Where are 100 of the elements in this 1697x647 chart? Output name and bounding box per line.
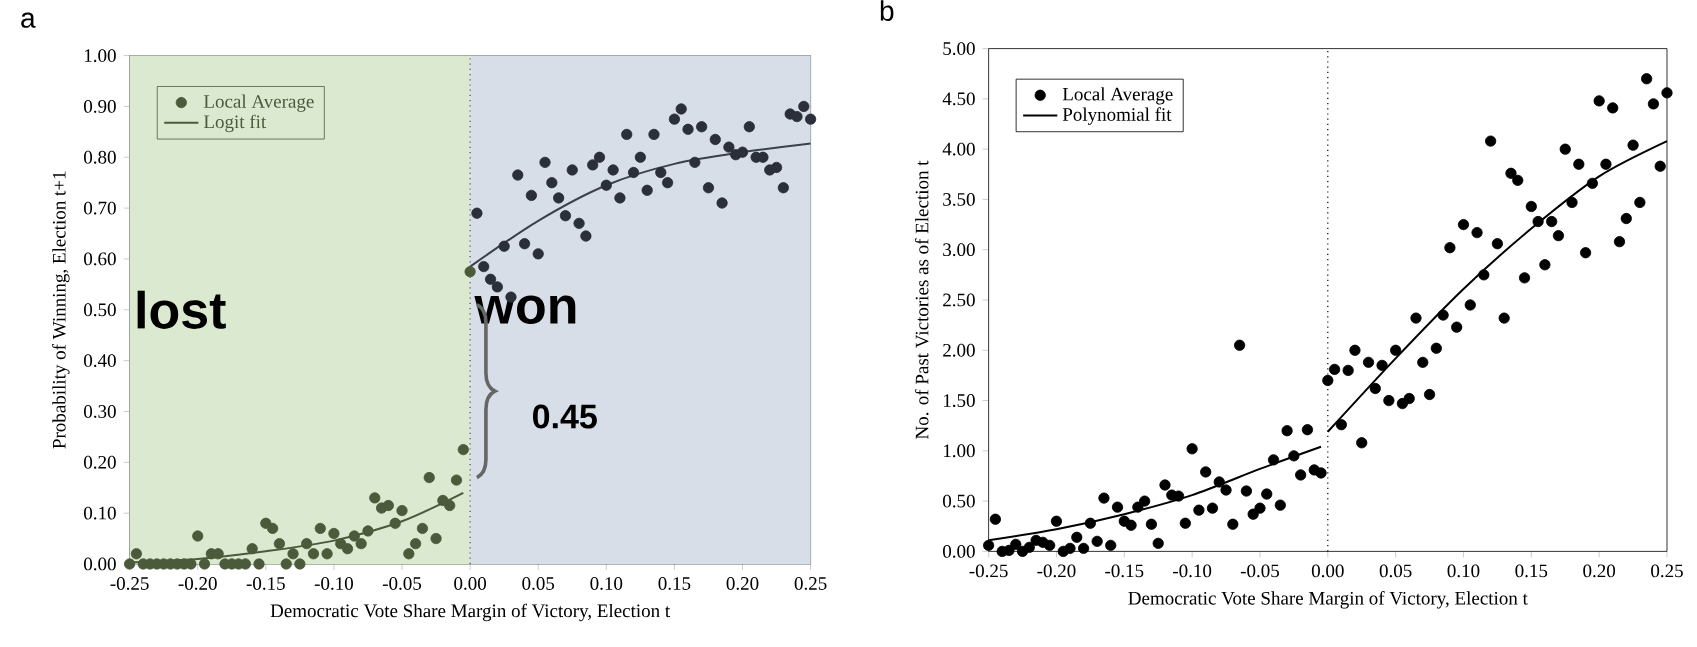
x-tick-label: -0.10 xyxy=(1173,564,1212,578)
point xyxy=(423,471,435,484)
point xyxy=(328,527,340,540)
point xyxy=(525,189,537,201)
x-axis-title: Democratic Vote Share Margin of Victory, Election t xyxy=(270,603,671,622)
point xyxy=(321,548,333,560)
point xyxy=(621,128,633,140)
y-axis-title: Probability of Winning, Election t+1 xyxy=(52,171,70,449)
point xyxy=(723,141,735,153)
point xyxy=(430,532,442,545)
y-tick-label: 3.00 xyxy=(943,243,975,257)
point xyxy=(716,197,728,209)
legend-label: Polynomial fit xyxy=(1062,107,1172,125)
y-tick-label: 0.50 xyxy=(943,494,975,508)
point xyxy=(532,248,544,260)
point xyxy=(702,182,715,194)
point xyxy=(641,184,653,196)
x-axis-title: Democratic Vote Share Margin of Victory, Election t xyxy=(1128,591,1528,609)
x-tick-label: -0.10 xyxy=(314,577,353,590)
point xyxy=(478,260,490,273)
x-tick-label: 0.15 xyxy=(658,577,691,590)
legend-label: Local Average xyxy=(1062,87,1173,105)
x-tick-label: -0.25 xyxy=(969,564,1008,578)
point xyxy=(444,499,456,512)
y-tick-label: 2.50 xyxy=(943,293,975,307)
x-tick-label: -0.20 xyxy=(1037,564,1076,578)
point xyxy=(273,538,286,550)
point xyxy=(539,156,551,168)
point xyxy=(709,133,721,146)
x-tick-label: 0.05 xyxy=(1379,564,1412,578)
point xyxy=(805,113,817,125)
y-tick-label: 1.50 xyxy=(943,394,975,408)
point xyxy=(627,166,640,179)
y-tick-label: 5.00 xyxy=(943,42,975,56)
point xyxy=(798,100,810,113)
point xyxy=(267,522,279,534)
point xyxy=(498,240,510,252)
point xyxy=(675,103,687,115)
point xyxy=(668,113,681,125)
point xyxy=(253,558,265,570)
chart-title: a xyxy=(21,12,36,28)
y-tick-label: 0.10 xyxy=(84,506,116,520)
point xyxy=(484,273,497,285)
point xyxy=(198,558,211,570)
legend-label: Local Average xyxy=(203,94,314,112)
point xyxy=(491,281,503,293)
x-tick-label: 0.20 xyxy=(726,577,759,590)
point xyxy=(566,164,578,176)
y-tick-label: 0.90 xyxy=(84,99,116,113)
point xyxy=(355,538,367,550)
y-tick-label: 3.50 xyxy=(943,192,975,206)
point xyxy=(559,210,572,222)
point xyxy=(410,538,422,550)
x-tick-label: 0.15 xyxy=(1515,564,1548,578)
x-tick-label: 0.00 xyxy=(1311,564,1344,578)
point xyxy=(471,207,483,219)
point xyxy=(573,217,585,229)
point xyxy=(192,530,204,542)
point xyxy=(655,166,667,179)
y-tick-label: 0.20 xyxy=(84,455,116,469)
y-tick-label: 4.00 xyxy=(942,142,975,156)
annotation: 0.45 xyxy=(533,404,597,429)
y-tick-label: 1.00 xyxy=(84,49,116,63)
point xyxy=(124,558,136,570)
y-tick-label: 0.50 xyxy=(84,303,116,317)
x-tick-label: 0.00 xyxy=(454,577,487,590)
x-tick-label: 0.20 xyxy=(1583,564,1616,578)
point xyxy=(369,492,381,504)
y-tick-label: 0.30 xyxy=(84,405,116,418)
point xyxy=(382,499,394,512)
x-tick-label: -0.05 xyxy=(382,577,422,590)
point xyxy=(689,156,701,168)
chart-title: b xyxy=(880,0,894,21)
point xyxy=(770,161,783,174)
point xyxy=(607,164,619,176)
x-tick-label: -0.25 xyxy=(110,577,149,590)
y-tick-label: 2.00 xyxy=(943,343,975,357)
y-tick-label: 1.00 xyxy=(943,444,975,458)
x-tick-label: -0.05 xyxy=(1240,564,1279,578)
point xyxy=(294,558,306,570)
y-tick-label: 0.40 xyxy=(84,354,116,368)
point xyxy=(791,111,803,123)
point xyxy=(314,522,326,534)
point xyxy=(348,530,360,542)
point xyxy=(301,538,313,550)
point xyxy=(614,192,626,204)
point xyxy=(600,179,612,191)
point xyxy=(736,146,749,158)
point xyxy=(696,121,708,133)
band-label: lost xyxy=(137,290,226,329)
point xyxy=(518,238,531,250)
y-tick-label: 4.50 xyxy=(942,92,975,106)
y-axis-title: No. of Past Victories as of Election t xyxy=(914,160,929,439)
point xyxy=(389,517,401,529)
point xyxy=(464,266,476,278)
point xyxy=(457,443,469,456)
y-tick-label: 0.60 xyxy=(84,252,116,266)
point xyxy=(593,151,606,163)
x-tick-label: 0.25 xyxy=(1651,564,1683,578)
x-tick-label: 0.05 xyxy=(522,577,555,590)
